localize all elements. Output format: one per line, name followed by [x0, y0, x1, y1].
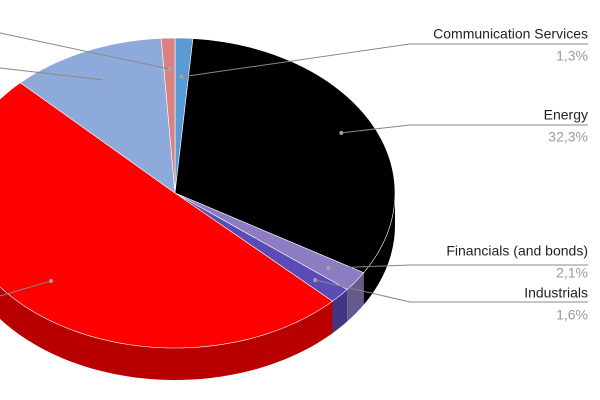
leader-line [341, 124, 588, 134]
slice-side [332, 289, 348, 334]
label-value: 1,6% [556, 307, 588, 323]
leader-line [181, 43, 588, 78]
slice-side [347, 272, 364, 322]
label-value: 1,3% [556, 48, 588, 64]
slice-side [0, 286, 333, 380]
label-name: Financials (and bonds) [446, 243, 588, 259]
leader-line [328, 264, 588, 269]
leader-line [315, 279, 588, 303]
label-name: Energy [544, 107, 588, 123]
leader-line [0, 280, 52, 297]
label-name: Industrials [524, 285, 588, 301]
slice-side [363, 193, 395, 305]
label-value: 32,3% [548, 129, 588, 145]
slice [0, 82, 334, 349]
leader-line [0, 32, 170, 70]
leader-line [0, 67, 104, 81]
slice [174, 38, 396, 274]
label-name: Communication Services [433, 26, 588, 42]
label-value: 2,1% [556, 265, 588, 281]
slice [160, 37, 176, 194]
